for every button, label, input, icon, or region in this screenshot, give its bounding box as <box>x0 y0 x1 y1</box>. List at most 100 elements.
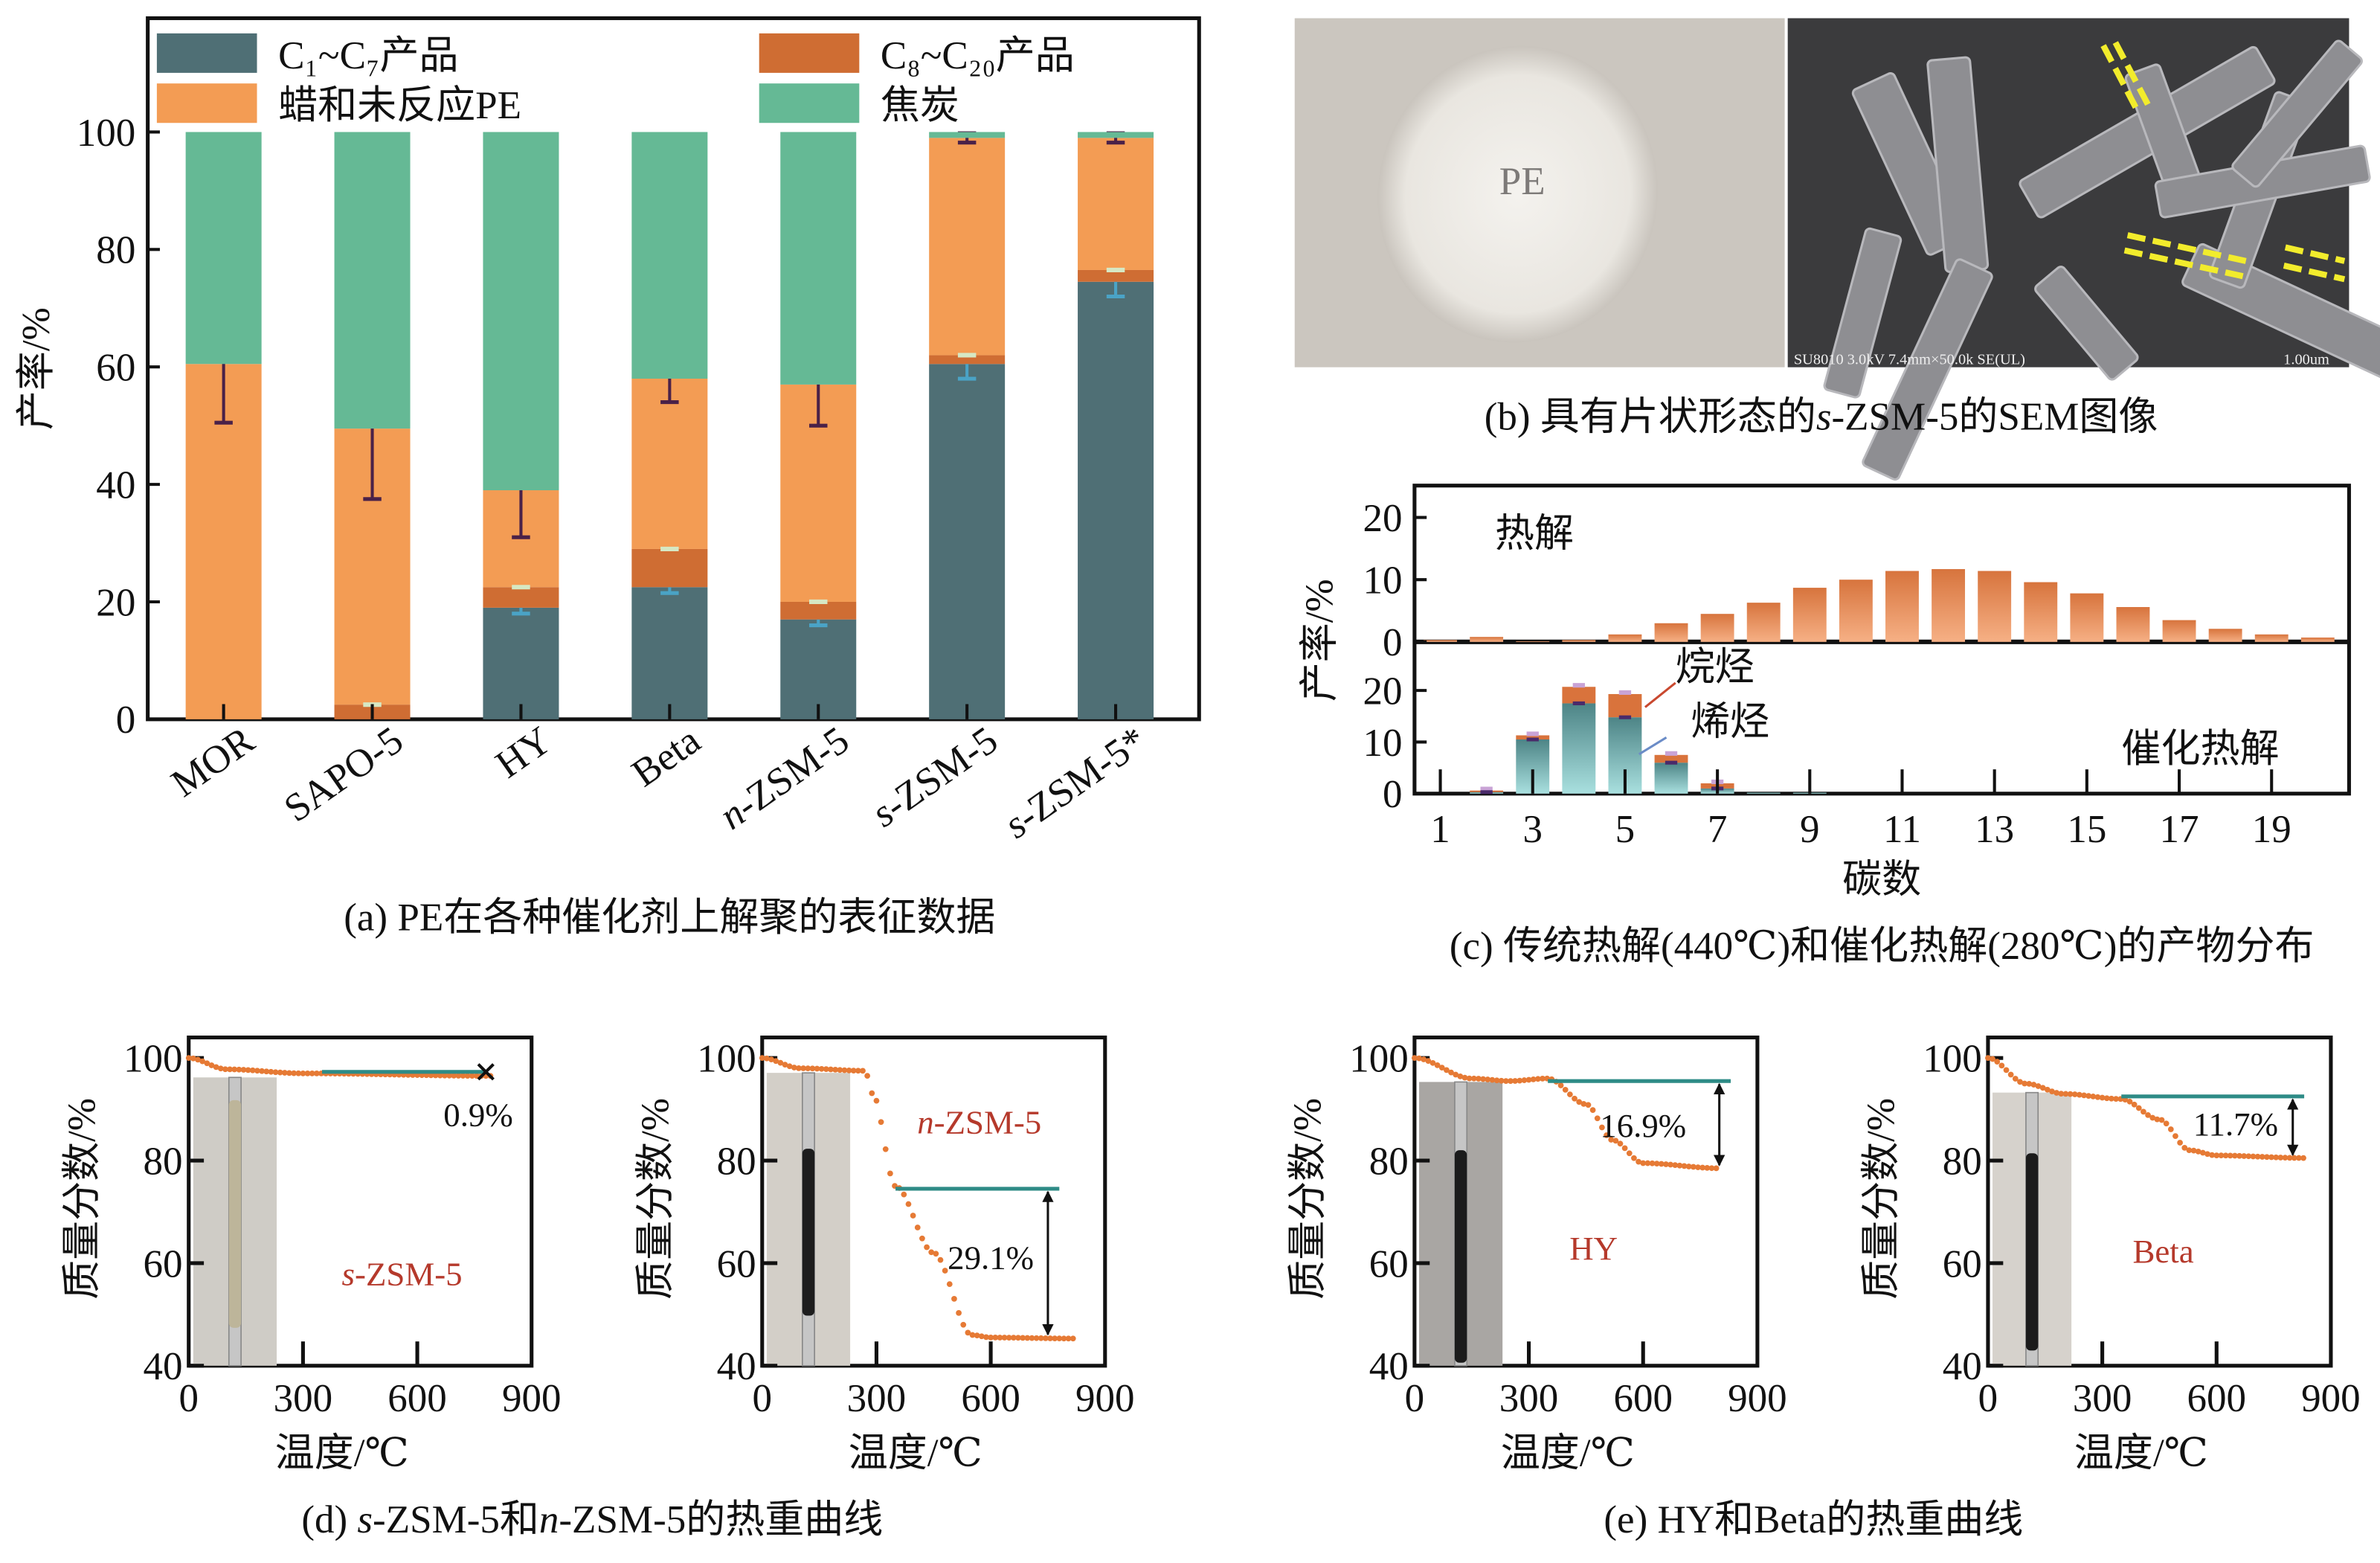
tga-data-point <box>2094 1094 2101 1100</box>
caption-part: -ZSM-5的热重曲线 <box>559 1498 883 1541</box>
x-tick-label: 900 <box>1728 1377 1787 1420</box>
y-tick-label-bottom: 10 <box>1363 722 1403 765</box>
tga-data-point <box>1658 1161 1665 1167</box>
y-tick-label: 60 <box>1369 1242 1409 1286</box>
tga-data-point <box>2053 1090 2060 1096</box>
tga-data-point <box>1020 1335 1026 1341</box>
yellow-dashed-marker <box>2284 244 2346 264</box>
x-tick-label: 5 <box>1615 808 1636 851</box>
x-tick-label: 7 <box>1708 808 1728 851</box>
alkene-bar <box>1746 792 1781 794</box>
tga-data-point <box>2268 1154 2274 1161</box>
tga-data-point <box>2109 1095 2114 1102</box>
tga-data-point <box>2172 1133 2178 1139</box>
tga-data-point <box>2245 1153 2252 1160</box>
tga-data-point <box>2090 1094 2097 1100</box>
label-rest: -ZSM-5 <box>355 1256 463 1293</box>
pyrolysis-bar <box>2254 634 2289 642</box>
bar-segment <box>780 601 857 620</box>
y-tick-label-bottom: 0 <box>1383 773 1403 816</box>
x-tick-label: 900 <box>502 1377 562 1420</box>
x-tick-label: SAPO-5 <box>277 719 411 831</box>
end-marker-icon <box>477 1063 495 1081</box>
pyrolysis-bar <box>1978 571 2012 642</box>
bar-segment <box>631 548 708 588</box>
y-tick-label: 80 <box>1943 1140 1982 1183</box>
alkane-bar <box>1608 693 1642 718</box>
plot-frame <box>1986 1036 2333 1368</box>
tga-data-point <box>1001 1335 1008 1341</box>
legend-label: C₁~C₇产品 <box>278 34 458 77</box>
y-axis-label: 质量分数/% <box>634 1098 677 1300</box>
y-tick-label: 20 <box>96 581 135 624</box>
tga-data-point <box>1608 1137 1615 1143</box>
tga-data-point <box>1599 1124 1605 1131</box>
catalyst-bed <box>228 1100 242 1328</box>
tga-data-point <box>2241 1153 2248 1159</box>
tga-data-point <box>905 1201 912 1207</box>
tga-data-point <box>2039 1085 2046 1091</box>
tga-data-point <box>2071 1091 2078 1097</box>
pyrolysis-bar <box>1470 637 1504 642</box>
tga-data-point <box>2067 1091 2074 1097</box>
tga-data-point <box>2264 1154 2270 1161</box>
mass-loss-label: 11.7% <box>2193 1105 2278 1143</box>
tga-data-point <box>2199 1149 2206 1156</box>
tga-data-point <box>231 1066 238 1073</box>
bar-segment <box>1078 138 1154 270</box>
x-tick-label: HY <box>488 719 559 786</box>
tga-data-point <box>814 1065 820 1072</box>
tga-data-point <box>1704 1165 1711 1171</box>
y-tick-label: 40 <box>1369 1345 1409 1388</box>
tga-data-point <box>782 1062 788 1068</box>
bar-segment <box>929 364 1006 719</box>
tga-data-point <box>1052 1335 1058 1341</box>
tga-data-point <box>1470 1075 1477 1082</box>
tga-data-point <box>295 1070 302 1076</box>
tga-data-point <box>1640 1160 1647 1166</box>
tga-data-point <box>1493 1077 1500 1084</box>
y-tick-label: 80 <box>1369 1140 1409 1183</box>
tga-data-point <box>773 1058 779 1065</box>
tga-data-point <box>1425 1058 1432 1065</box>
tga-data-point <box>1985 1055 1991 1062</box>
tga-data-point <box>2177 1140 2183 1146</box>
y-tick-label: 100 <box>77 112 136 155</box>
pyrolysis-bar <box>2116 607 2150 642</box>
tga-data-point <box>2022 1080 2027 1087</box>
tga-data-point <box>850 1068 857 1073</box>
tga-data-point <box>983 1334 989 1341</box>
bar-segment <box>929 138 1006 356</box>
tga-data-point <box>841 1067 848 1073</box>
sem-crystal <box>1862 258 1993 481</box>
tga-data-point <box>1580 1100 1587 1107</box>
tga-data-point <box>2126 1098 2133 1105</box>
x-tick-label: 600 <box>387 1377 447 1420</box>
alkane-leader-line <box>1644 681 1676 708</box>
tga-data-point <box>1412 1055 1418 1062</box>
y-tick-label: 100 <box>1349 1038 1409 1081</box>
sem-scale-bar: 1.00um <box>2283 352 2329 368</box>
tga-data-point <box>1672 1162 1679 1168</box>
tga-data-point <box>1530 1076 1537 1082</box>
tga-data-point <box>924 1244 930 1251</box>
bar-segment <box>631 587 708 719</box>
tga-data-point <box>2049 1088 2055 1094</box>
bar-segment <box>1078 281 1154 719</box>
tga-data-point <box>249 1067 256 1073</box>
yellow-dashed-marker <box>2283 262 2346 283</box>
tga-data-point <box>1667 1161 1673 1168</box>
pe-powder <box>1377 45 1658 343</box>
tga-data-point <box>300 1070 306 1076</box>
tga-data-point <box>432 1072 439 1079</box>
tga-data-point <box>1438 1065 1445 1071</box>
tga-data-point <box>1617 1140 1624 1147</box>
tga-data-point <box>2204 1151 2210 1158</box>
tga-data-point <box>969 1332 976 1338</box>
y-tick-label: 0 <box>116 699 136 742</box>
tga-data-point <box>474 1073 480 1079</box>
tga-data-point <box>887 1170 893 1177</box>
caption-part: -ZSM-5和 <box>373 1498 539 1541</box>
